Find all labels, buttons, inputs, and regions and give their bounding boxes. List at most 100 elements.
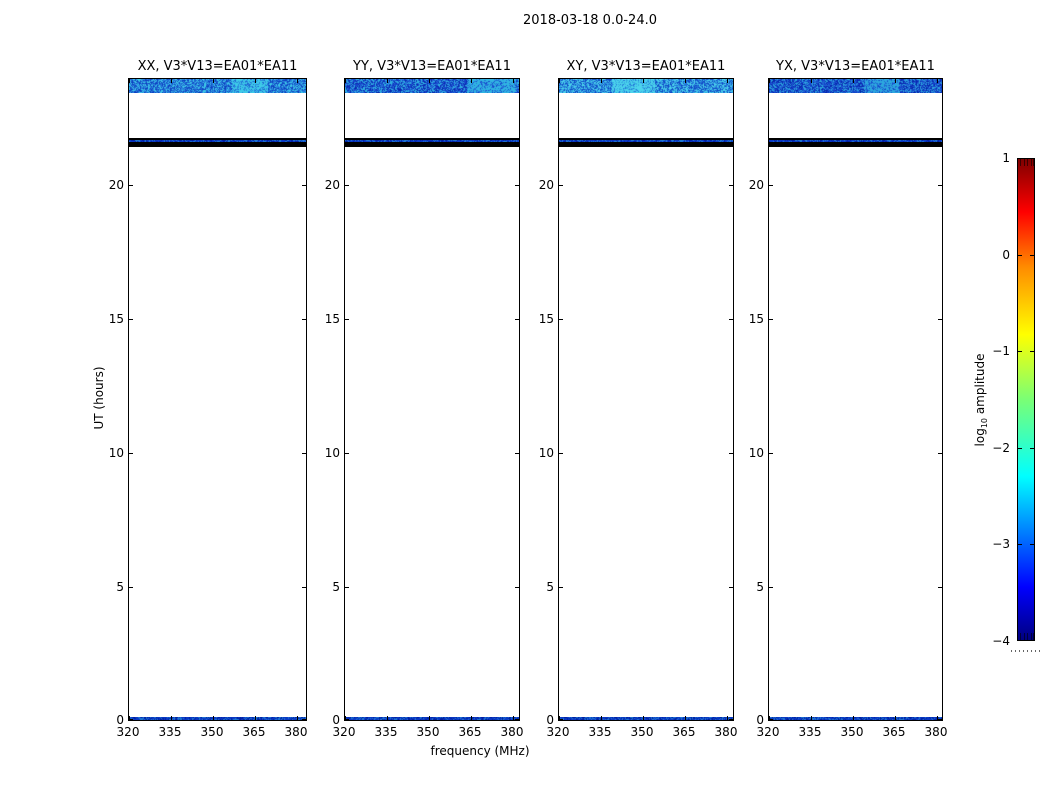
y-tick-label: 20 bbox=[730, 177, 764, 193]
figure-title: 2018-03-18 0.0-24.0 bbox=[523, 13, 657, 28]
y-tick-mark bbox=[129, 453, 133, 454]
y-tick-label: 15 bbox=[306, 311, 340, 327]
x-tick-label: 365 bbox=[663, 724, 705, 740]
x-tick-mark bbox=[937, 79, 938, 83]
x-tick-label: 320 bbox=[323, 724, 365, 740]
heatmap-panel-xx bbox=[128, 78, 307, 721]
noise-band-bottom bbox=[769, 717, 942, 720]
heatmap-panel-xy bbox=[558, 78, 734, 721]
x-tick-mark bbox=[513, 716, 514, 720]
y-tick-label: 10 bbox=[520, 445, 554, 461]
y-tick-label: 10 bbox=[90, 445, 124, 461]
x-tick-mark bbox=[255, 716, 256, 720]
y-tick-label: 10 bbox=[306, 445, 340, 461]
colorbar-tick-mark bbox=[1018, 448, 1022, 449]
y-tick-mark bbox=[345, 319, 349, 320]
flagged-band-black bbox=[345, 142, 519, 148]
y-tick-mark bbox=[515, 185, 519, 186]
panel-title-xx: XX, V3*V13=EA01*EA11 bbox=[108, 59, 327, 76]
x-tick-label: 365 bbox=[233, 724, 275, 740]
x-tick-mark bbox=[853, 79, 854, 83]
x-tick-mark bbox=[171, 79, 172, 83]
x-tick-mark bbox=[171, 716, 172, 720]
x-tick-mark bbox=[429, 79, 430, 83]
y-tick-label: 5 bbox=[90, 579, 124, 595]
x-tick-mark bbox=[345, 79, 346, 83]
y-tick-mark bbox=[515, 719, 519, 720]
x-tick-mark bbox=[213, 79, 214, 83]
x-tick-mark bbox=[213, 716, 214, 720]
figure: 2018-03-18 0.0-24.0 XX, V3*V13=EA01*EA11… bbox=[0, 0, 1050, 800]
colorbar-extend-hatch bbox=[1020, 633, 1021, 640]
y-tick-label: 15 bbox=[90, 311, 124, 327]
colorbar-tick-label: 0 bbox=[960, 247, 1010, 263]
y-tick-mark bbox=[559, 587, 563, 588]
flagged-band-black bbox=[129, 142, 306, 148]
colorbar-extend-hatch bbox=[1031, 159, 1032, 166]
y-axis-label: UT (hours) bbox=[92, 366, 106, 429]
colorbar-tick-label: −4 bbox=[960, 633, 1010, 649]
x-tick-label: 365 bbox=[873, 724, 915, 740]
x-tick-mark bbox=[297, 716, 298, 720]
colorbar-tick-mark bbox=[1018, 255, 1022, 256]
x-tick-mark bbox=[685, 716, 686, 720]
y-tick-label: 5 bbox=[520, 579, 554, 595]
y-tick-mark bbox=[345, 453, 349, 454]
y-tick-mark bbox=[345, 185, 349, 186]
x-tick-mark bbox=[895, 716, 896, 720]
y-tick-mark bbox=[938, 453, 942, 454]
colorbar-gradient bbox=[1017, 158, 1035, 641]
x-tick-label: 350 bbox=[191, 724, 233, 740]
noise-band-top bbox=[129, 79, 306, 93]
colorbar-extend-hatch bbox=[1020, 159, 1021, 166]
y-tick-mark bbox=[345, 719, 349, 720]
noise-band-bottom bbox=[559, 717, 733, 720]
panel-title-yx: YX, V3*V13=EA01*EA11 bbox=[748, 59, 963, 76]
colorbar-tick-mark bbox=[1030, 351, 1034, 352]
colorbar-extend-hatch bbox=[1031, 633, 1032, 640]
colorbar-extend-hatch bbox=[1024, 633, 1025, 640]
panel-title-yy: YY, V3*V13=EA01*EA11 bbox=[324, 59, 540, 76]
y-tick-mark bbox=[938, 719, 942, 720]
panel-title-xy: XY, V3*V13=EA01*EA11 bbox=[538, 59, 754, 76]
y-tick-label: 5 bbox=[306, 579, 340, 595]
colorbar-tick-label: −3 bbox=[960, 536, 1010, 552]
colorbar-tick-mark bbox=[1018, 544, 1022, 545]
y-tick-label: 10 bbox=[730, 445, 764, 461]
x-tick-mark bbox=[643, 79, 644, 83]
x-tick-label: 350 bbox=[831, 724, 873, 740]
noise-band-top bbox=[769, 79, 942, 93]
x-tick-mark bbox=[811, 79, 812, 83]
noise-band-bottom bbox=[129, 717, 306, 720]
y-tick-label: 15 bbox=[520, 311, 554, 327]
noise-band-top bbox=[559, 79, 733, 93]
flagged-band-black bbox=[769, 142, 942, 148]
flagged-band-black bbox=[559, 142, 733, 148]
y-tick-label: 20 bbox=[306, 177, 340, 193]
x-tick-label: 320 bbox=[747, 724, 789, 740]
x-tick-mark bbox=[643, 716, 644, 720]
colorbar-tick-mark bbox=[1030, 544, 1034, 545]
y-tick-mark bbox=[559, 319, 563, 320]
x-tick-mark bbox=[387, 716, 388, 720]
y-tick-mark bbox=[559, 719, 563, 720]
x-tick-mark bbox=[387, 79, 388, 83]
colorbar-extend-hatch bbox=[1033, 159, 1034, 166]
colorbar-tick-label: −1 bbox=[960, 343, 1010, 359]
x-tick-mark bbox=[727, 716, 728, 720]
y-tick-mark bbox=[559, 185, 563, 186]
y-tick-mark bbox=[559, 453, 563, 454]
y-tick-mark bbox=[129, 319, 133, 320]
y-tick-mark bbox=[938, 319, 942, 320]
y-tick-label: 5 bbox=[730, 579, 764, 595]
y-tick-mark bbox=[129, 587, 133, 588]
colorbar-extend-hatch bbox=[1033, 633, 1034, 640]
x-tick-label: 350 bbox=[407, 724, 449, 740]
x-tick-label: 365 bbox=[449, 724, 491, 740]
x-tick-mark bbox=[255, 79, 256, 83]
x-tick-mark bbox=[685, 79, 686, 83]
x-tick-mark bbox=[559, 79, 560, 83]
colorbar-label: log10 amplitude bbox=[973, 354, 989, 447]
noise-band-bottom bbox=[345, 717, 519, 720]
y-tick-mark bbox=[769, 587, 773, 588]
